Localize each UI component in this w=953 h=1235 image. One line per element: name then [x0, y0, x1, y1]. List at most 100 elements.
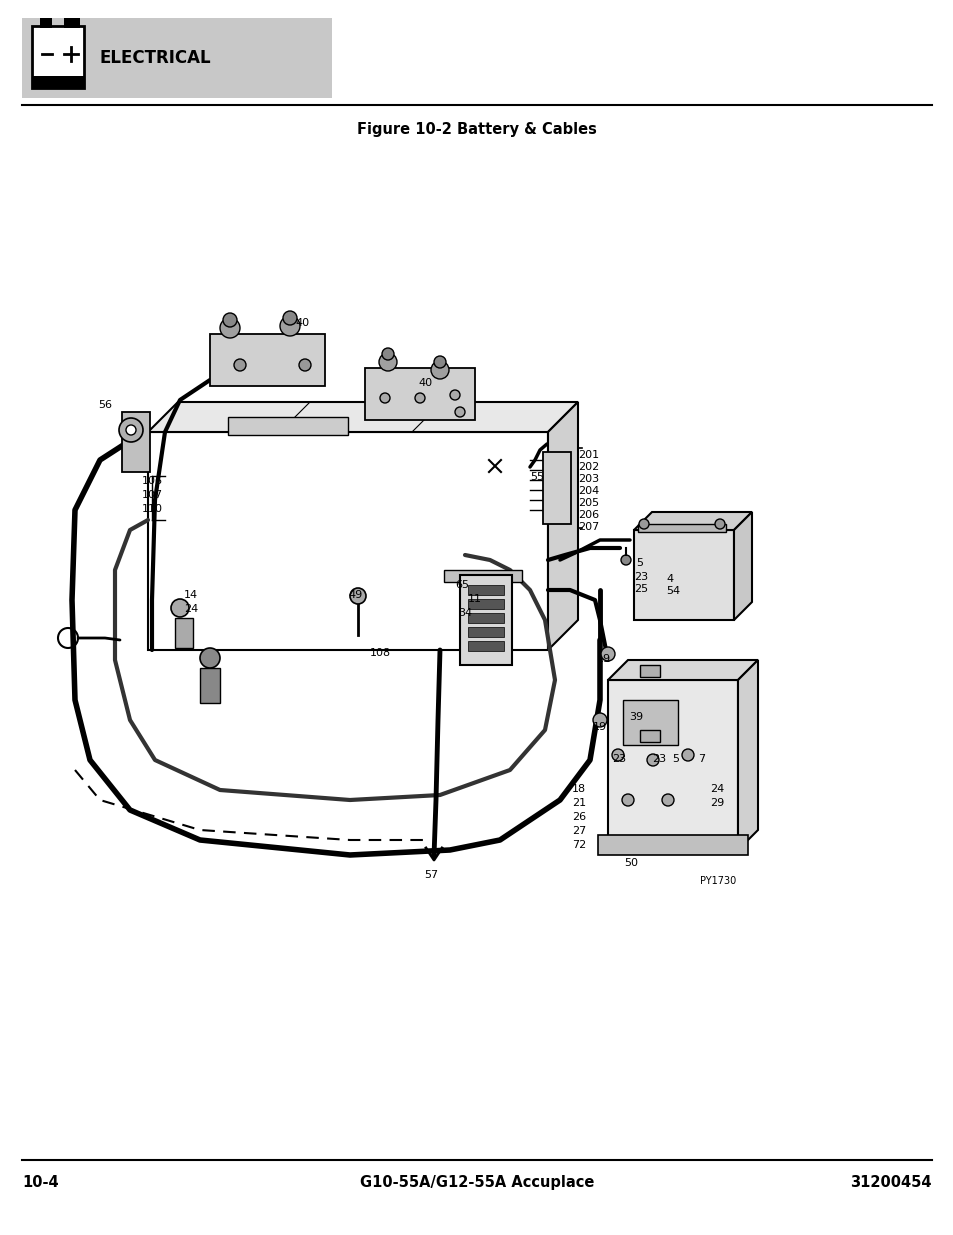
Text: G10-55A/G12-55A Accuplace: G10-55A/G12-55A Accuplace	[359, 1174, 594, 1191]
Text: 201: 201	[578, 450, 598, 459]
Bar	[22, 19, 332, 98]
Text: 202: 202	[578, 462, 598, 472]
Text: 55: 55	[530, 472, 543, 482]
Circle shape	[612, 748, 623, 761]
Bar	[200, 668, 220, 703]
Text: 206: 206	[578, 510, 598, 520]
Bar	[638, 524, 725, 532]
Text: 10-4: 10-4	[22, 1174, 58, 1191]
Circle shape	[415, 393, 424, 403]
Circle shape	[455, 408, 464, 417]
Text: 26: 26	[572, 811, 585, 823]
Circle shape	[171, 599, 189, 618]
Circle shape	[450, 390, 459, 400]
Bar	[468, 627, 503, 637]
Circle shape	[298, 359, 311, 370]
Text: 24: 24	[184, 604, 198, 614]
Bar	[468, 641, 503, 651]
Circle shape	[431, 361, 449, 379]
Circle shape	[350, 588, 366, 604]
Text: 24: 24	[709, 784, 723, 794]
Polygon shape	[634, 513, 751, 530]
Text: 207: 207	[578, 522, 598, 532]
Circle shape	[381, 348, 394, 359]
Bar	[64, 19, 80, 28]
Bar	[639, 664, 659, 677]
Circle shape	[434, 356, 446, 368]
Circle shape	[119, 417, 143, 442]
Polygon shape	[607, 659, 758, 680]
Bar	[228, 417, 348, 435]
Circle shape	[621, 794, 634, 806]
Circle shape	[126, 425, 136, 435]
Circle shape	[378, 353, 396, 370]
Bar	[468, 599, 503, 609]
Text: 11: 11	[468, 594, 481, 604]
Bar	[40, 19, 52, 28]
Text: 5: 5	[636, 558, 642, 568]
Text: 25: 25	[634, 584, 647, 594]
Circle shape	[379, 393, 390, 403]
Circle shape	[639, 519, 648, 529]
Text: 72: 72	[572, 840, 586, 850]
Bar	[622, 700, 678, 745]
Text: 39: 39	[628, 713, 642, 722]
Circle shape	[600, 647, 615, 661]
Text: 56: 56	[98, 400, 112, 410]
Text: 203: 203	[578, 474, 598, 484]
Circle shape	[280, 316, 299, 336]
Text: PY1730: PY1730	[700, 876, 736, 885]
Circle shape	[220, 317, 240, 338]
Text: 110: 110	[142, 504, 163, 514]
Polygon shape	[148, 403, 578, 432]
Circle shape	[681, 748, 693, 761]
Text: 23: 23	[612, 755, 625, 764]
Bar	[32, 77, 84, 88]
Circle shape	[593, 713, 606, 727]
Bar	[210, 333, 325, 387]
Text: 27: 27	[572, 826, 586, 836]
Text: 107: 107	[142, 490, 163, 500]
Bar	[468, 613, 503, 622]
Text: 5: 5	[671, 755, 679, 764]
Circle shape	[223, 312, 236, 327]
Text: 7: 7	[698, 755, 704, 764]
Text: 108: 108	[370, 648, 391, 658]
Text: ELECTRICAL: ELECTRICAL	[100, 49, 212, 67]
Bar	[639, 730, 659, 742]
Text: 23: 23	[634, 572, 647, 582]
Circle shape	[233, 359, 246, 370]
Circle shape	[283, 311, 296, 325]
Circle shape	[200, 648, 220, 668]
Bar	[542, 452, 571, 524]
Circle shape	[661, 794, 673, 806]
Text: Figure 10-2 Battery & Cables: Figure 10-2 Battery & Cables	[356, 122, 597, 137]
Text: 204: 204	[578, 487, 598, 496]
Text: 4: 4	[665, 574, 673, 584]
Text: 205: 205	[578, 498, 598, 508]
Text: 18: 18	[572, 784, 585, 794]
Text: 57: 57	[423, 869, 437, 881]
Text: 54: 54	[665, 585, 679, 597]
Circle shape	[714, 519, 724, 529]
Text: 50: 50	[623, 858, 638, 868]
Bar	[468, 585, 503, 595]
Bar	[607, 680, 738, 850]
Bar	[32, 26, 84, 88]
Text: 31200454: 31200454	[850, 1174, 931, 1191]
Text: 106: 106	[142, 475, 163, 487]
Text: 19: 19	[597, 655, 611, 664]
Bar	[443, 571, 521, 582]
Bar	[459, 576, 512, 664]
Circle shape	[646, 755, 659, 766]
Text: 34: 34	[457, 608, 472, 618]
Bar	[598, 835, 747, 855]
Text: 65: 65	[455, 580, 469, 590]
Text: 14: 14	[184, 590, 198, 600]
Bar	[365, 368, 475, 420]
Text: 49: 49	[348, 590, 362, 600]
Bar	[634, 530, 733, 620]
Polygon shape	[733, 513, 751, 620]
Text: 19: 19	[593, 722, 606, 732]
Text: 40: 40	[294, 317, 309, 329]
